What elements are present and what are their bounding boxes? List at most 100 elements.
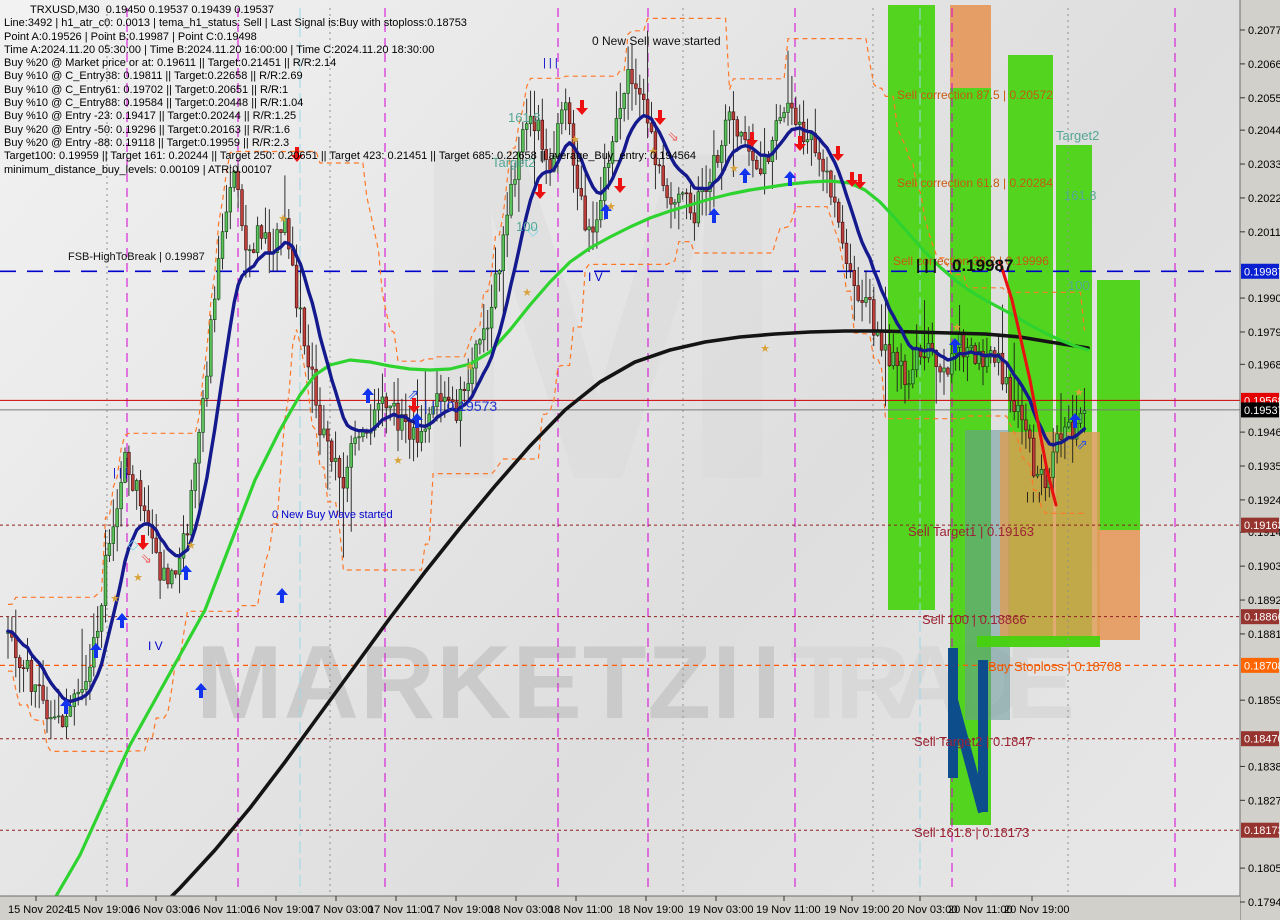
candle-body bbox=[934, 350, 938, 367]
candle-body bbox=[17, 657, 22, 669]
candle-body bbox=[310, 366, 314, 370]
candle-body bbox=[790, 102, 794, 109]
candle-body bbox=[883, 344, 888, 351]
candle-body bbox=[833, 196, 837, 203]
candle-body bbox=[439, 393, 443, 402]
time-axis[interactable] bbox=[0, 896, 1240, 920]
candle-body bbox=[14, 637, 18, 658]
time-tick-label: 16 Nov 11:00 bbox=[188, 904, 253, 916]
candle-body bbox=[478, 339, 482, 345]
candle-body bbox=[677, 193, 681, 203]
candle-body bbox=[786, 102, 790, 113]
sell-arrow-icon bbox=[408, 398, 420, 413]
price-badge-label: 0.19987 bbox=[1244, 266, 1280, 278]
candle-body bbox=[470, 367, 474, 384]
candle-body bbox=[193, 462, 197, 491]
star-marker-icon: ★ bbox=[760, 343, 770, 355]
candle-body bbox=[131, 474, 135, 491]
overlay-label: Target2 bbox=[492, 155, 535, 170]
candle-body bbox=[236, 170, 240, 190]
indicator-zone-band bbox=[1000, 432, 1100, 640]
overlay-label: Sell Target2 | 0.1847 bbox=[914, 734, 1033, 749]
candle-body bbox=[606, 162, 611, 168]
candle-body bbox=[450, 399, 455, 403]
candle-body bbox=[680, 192, 685, 195]
candle-body bbox=[380, 396, 385, 404]
candle-body bbox=[205, 375, 209, 399]
candle-body bbox=[357, 436, 361, 439]
price-badge-label: 0.19163 bbox=[1244, 520, 1280, 532]
candle-body bbox=[684, 192, 689, 195]
overlay-label: Target2 bbox=[1056, 128, 1099, 143]
time-tick-label: 20 Nov 19:00 bbox=[1004, 904, 1069, 916]
candle-body bbox=[115, 508, 119, 528]
candle-body bbox=[653, 131, 658, 166]
candle-body bbox=[501, 234, 505, 271]
price-badge bbox=[1241, 263, 1279, 279]
candle-body bbox=[318, 404, 322, 436]
candle-body bbox=[591, 226, 595, 233]
candle-body bbox=[166, 567, 170, 585]
price-badge-label: 0.18470 bbox=[1244, 734, 1280, 746]
hollow-signal-icon: ◇ bbox=[128, 536, 139, 552]
candle-body bbox=[532, 115, 537, 132]
candle-body bbox=[540, 119, 545, 150]
overlay-label: | | | bbox=[113, 467, 128, 479]
price-tick-label: 0.20445 bbox=[1248, 125, 1280, 137]
candle-body bbox=[556, 123, 560, 157]
candle-body bbox=[626, 69, 630, 94]
candle-body bbox=[524, 123, 529, 130]
price-badge-label: 0.18708 bbox=[1244, 660, 1280, 672]
slow-black-ma-line bbox=[146, 329, 1090, 920]
star-marker-icon: ★ bbox=[570, 134, 580, 146]
price-axis[interactable] bbox=[1240, 0, 1280, 920]
candle-body bbox=[298, 307, 303, 310]
candle-body bbox=[872, 299, 876, 336]
candle-body bbox=[197, 432, 201, 464]
price-tick-label: 0.19685 bbox=[1248, 359, 1280, 371]
star-marker-icon: ★ bbox=[186, 540, 196, 552]
sell-arrow-icon bbox=[746, 132, 758, 147]
candle-body bbox=[782, 112, 786, 118]
candle-body bbox=[914, 347, 919, 371]
indicator-zone-band bbox=[1097, 280, 1140, 530]
buy-arrow-icon bbox=[1069, 413, 1081, 428]
candle-body bbox=[1067, 421, 1071, 428]
candle-body bbox=[727, 111, 732, 121]
sell-arrow-icon bbox=[846, 172, 858, 187]
candle-body bbox=[903, 360, 907, 385]
candle-body bbox=[49, 717, 53, 720]
star-marker-icon: ★ bbox=[393, 455, 403, 467]
candle-body bbox=[696, 191, 701, 224]
sell-arrow-icon bbox=[137, 535, 149, 550]
sell-arrow-icon bbox=[614, 178, 626, 193]
candle-body bbox=[634, 83, 638, 89]
candle-body bbox=[99, 605, 104, 632]
candle-body bbox=[60, 715, 65, 728]
candle-body bbox=[649, 122, 654, 133]
candle-body bbox=[517, 151, 521, 180]
candle-body bbox=[322, 428, 326, 436]
sell-arrow-icon bbox=[832, 146, 844, 161]
star-marker-icon: ★ bbox=[606, 201, 616, 213]
candle-body bbox=[575, 164, 580, 189]
candle-body bbox=[946, 367, 950, 375]
price-badge bbox=[1241, 517, 1279, 533]
candle-body bbox=[1035, 474, 1040, 477]
candle-body bbox=[716, 155, 720, 163]
candle-body bbox=[21, 667, 26, 670]
overlay-label: Sell Target1 | 0.19163 bbox=[908, 524, 1034, 539]
candle-body bbox=[595, 219, 599, 233]
candle-body bbox=[76, 691, 80, 695]
time-tick-label: 18 Nov 19:00 bbox=[618, 904, 683, 916]
candle-body bbox=[45, 699, 49, 720]
candle-body bbox=[712, 155, 716, 183]
candle-body bbox=[384, 396, 388, 409]
